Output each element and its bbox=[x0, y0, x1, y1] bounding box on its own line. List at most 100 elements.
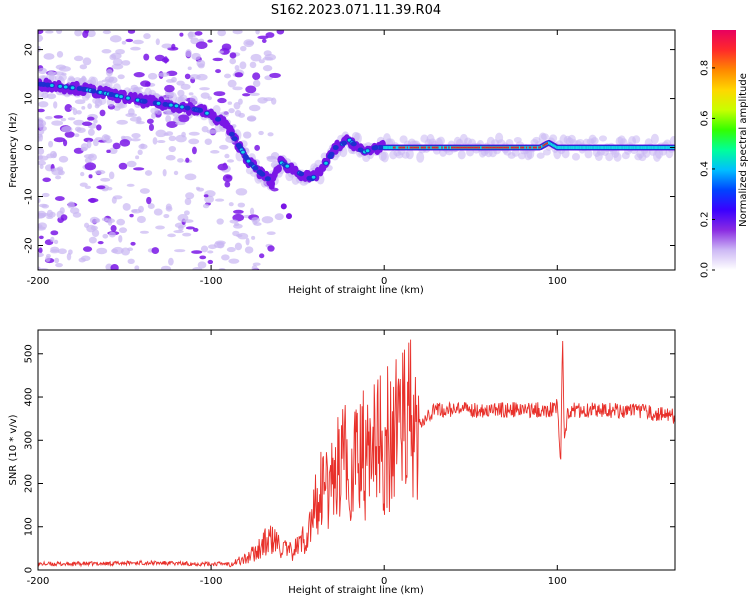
spectrogram-ridge-core bbox=[169, 103, 173, 107]
spectrogram-haze-blob bbox=[58, 73, 67, 81]
spectrogram-haze-blob bbox=[380, 151, 389, 163]
spectrogram-noise-blob bbox=[38, 160, 47, 166]
spectrogram-ridge-core bbox=[241, 150, 245, 154]
spectrogram-xtick-label: 0 bbox=[381, 276, 387, 287]
spectrogram-noise-blob bbox=[126, 160, 137, 168]
spectrogram-line-core bbox=[604, 146, 607, 150]
spectrogram-noise-blob bbox=[74, 30, 83, 37]
spectrogram-noise-blob bbox=[84, 162, 97, 171]
spectrogram-line-peak bbox=[469, 146, 472, 149]
spectrogram-line-core bbox=[646, 146, 649, 150]
spectrogram-noise-blob bbox=[53, 137, 66, 143]
spectrogram-ridge-blob bbox=[378, 145, 385, 151]
spectrogram-haze-blob bbox=[169, 92, 178, 104]
spectrogram-line-peak bbox=[444, 146, 447, 149]
spectrogram-line-core bbox=[617, 146, 620, 150]
spectrogram-haze-blob bbox=[605, 152, 614, 162]
spectrogram-noise-blob bbox=[163, 56, 168, 64]
spectrogram-noise-blob bbox=[50, 246, 60, 253]
spectrogram-line-peak bbox=[516, 146, 519, 149]
spectrogram-noise-blob bbox=[266, 156, 278, 162]
spectrogram-xlabel: Height of straight line (km) bbox=[288, 285, 424, 296]
spectrogram-noise-blob bbox=[96, 247, 108, 255]
spectrogram-noise-blob bbox=[38, 119, 47, 128]
colorbar-tick-label: 0.8 bbox=[700, 60, 711, 76]
spectrogram-line-core bbox=[547, 141, 550, 145]
spectrogram-line-core bbox=[647, 146, 650, 150]
spectrogram-noise-blob bbox=[64, 131, 75, 138]
spectrogram-noise-blob bbox=[131, 133, 141, 139]
spectrogram-line-core bbox=[390, 146, 393, 150]
spectrogram-noise-blob bbox=[259, 253, 265, 259]
spectrogram-line-peak bbox=[427, 146, 430, 149]
spectrogram-noise-blob bbox=[94, 169, 106, 175]
spectrogram-line-core bbox=[637, 146, 640, 150]
spectrogram-noise-blob bbox=[118, 162, 128, 170]
spectrogram-line-peak bbox=[491, 146, 494, 149]
snr-ytick-label: 500 bbox=[24, 344, 35, 363]
spectrogram-noise-blob bbox=[252, 79, 261, 88]
spectrogram-noise-blob bbox=[192, 227, 199, 232]
spectrogram-noise-blob bbox=[157, 72, 170, 77]
spectrogram-line-peak bbox=[517, 146, 520, 149]
spectrogram-noise-blob bbox=[38, 133, 43, 138]
spectrogram-line-peak bbox=[543, 143, 546, 146]
spectrogram-noise-blob bbox=[216, 218, 224, 225]
spectrogram-noise-blob bbox=[84, 157, 92, 164]
spectrogram-line-core bbox=[629, 146, 632, 150]
spectrogram-noise-blob bbox=[56, 30, 63, 34]
spectrogram-ridge-core bbox=[135, 98, 140, 102]
spectrogram-noise-blob bbox=[195, 41, 208, 50]
spectrogram-ridge-core bbox=[311, 175, 316, 179]
spectrogram-noise-blob bbox=[67, 117, 76, 121]
spectrogram-noise-blob bbox=[134, 265, 140, 270]
spectrogram-noise-blob bbox=[242, 93, 251, 97]
spectrogram-line-core bbox=[667, 146, 670, 150]
spectrogram-noise-blob bbox=[168, 145, 177, 153]
spectrogram-line-peak bbox=[453, 146, 456, 149]
spectrogram-noise-blob bbox=[166, 121, 178, 128]
spectrogram-haze-blob bbox=[540, 133, 549, 140]
spectrogram-noise-blob bbox=[39, 164, 44, 170]
spectrogram-noise-blob bbox=[38, 147, 45, 155]
spectrogram-noise-blob bbox=[87, 103, 92, 110]
spectrogram-noise-blob bbox=[80, 255, 91, 262]
spectrogram-line-peak bbox=[485, 146, 488, 149]
spectrogram-haze-blob bbox=[405, 148, 414, 160]
spectrogram-noise-blob bbox=[86, 30, 96, 38]
spectrogram-noise-blob bbox=[234, 64, 240, 71]
spectrogram-noise-blob bbox=[55, 263, 63, 268]
spectrogram-ridge-core bbox=[98, 90, 103, 94]
spectrogram-line-core bbox=[572, 146, 575, 150]
spectrogram-ridge-core bbox=[285, 164, 290, 168]
spectrogram-haze-blob bbox=[598, 135, 607, 142]
spectrogram-line-core bbox=[531, 146, 534, 150]
spectrogram-line-core bbox=[560, 146, 563, 150]
spectrogram-noise-blob bbox=[50, 236, 55, 243]
spectrogram-frame bbox=[37, 29, 676, 271]
snr-series-line bbox=[38, 339, 675, 568]
spectrogram-noise-blob bbox=[43, 53, 55, 60]
spectrogram-noise-blob bbox=[215, 69, 221, 74]
spectrogram-noise-blob bbox=[51, 120, 64, 126]
spectrogram-line-peak bbox=[463, 146, 466, 149]
spectrogram-line-peak bbox=[525, 146, 528, 149]
spectrogram-line-core bbox=[568, 146, 571, 150]
spectrogram-ridge-blob bbox=[341, 140, 348, 146]
spectrogram-ridge-blob bbox=[197, 107, 204, 113]
spectrogram-noise-blob bbox=[168, 257, 174, 266]
spectrogram-line-core bbox=[632, 146, 635, 150]
spectrogram-noise-blob bbox=[108, 231, 116, 238]
spectrogram-noise-blob bbox=[139, 230, 149, 234]
spectrogram-noise-blob bbox=[224, 153, 230, 159]
spectrogram-noise-blob bbox=[97, 241, 104, 245]
spectrogram-noise-blob bbox=[267, 132, 274, 137]
spectrogram-noise-blob bbox=[221, 43, 232, 51]
spectrogram-noise-blob bbox=[144, 170, 153, 176]
spectrogram-line-core bbox=[631, 146, 634, 150]
spectrogram-noise-blob bbox=[185, 157, 190, 163]
spectrogram-noise-blob bbox=[234, 72, 244, 78]
spectrogram-line-core bbox=[574, 146, 577, 150]
spectrogram-noise-blob bbox=[263, 50, 272, 57]
spectrogram-noise-blob bbox=[249, 207, 255, 216]
